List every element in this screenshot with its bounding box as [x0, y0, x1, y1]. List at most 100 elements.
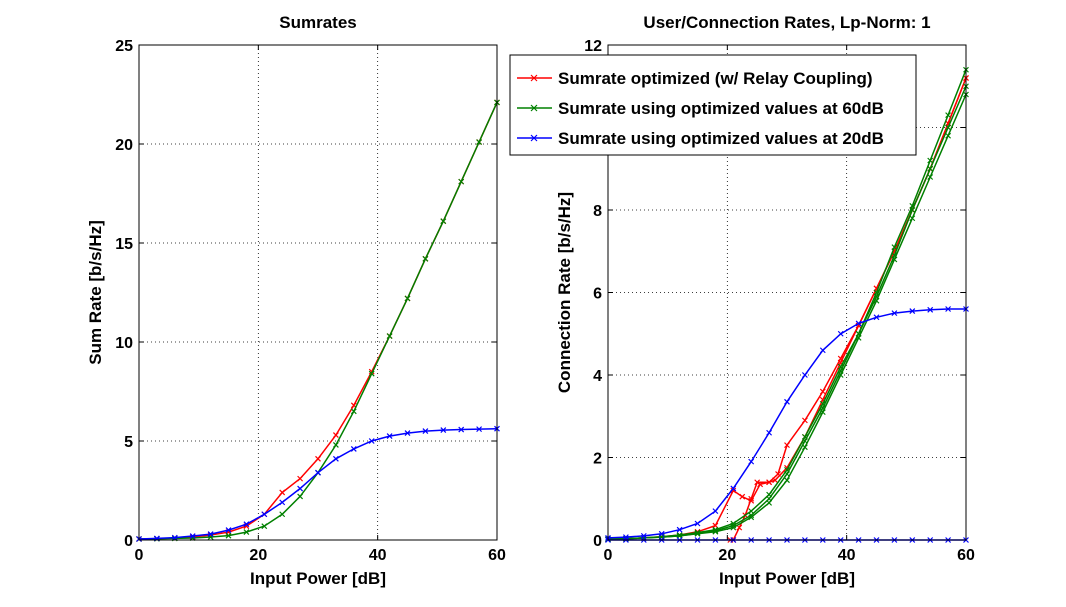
data-point: [748, 458, 755, 465]
data-point: [297, 475, 304, 482]
data-point: [712, 528, 719, 535]
legend-label: Sumrate using optimized values at 20dB: [558, 129, 884, 148]
data-point: [243, 529, 250, 536]
data-point: [748, 514, 755, 521]
x-tick-label: 40: [838, 547, 856, 564]
data-point: [855, 334, 862, 341]
x-tick-label: 60: [957, 547, 975, 564]
sumrates-plot: 0 20 40 60 0 5 10 15 20 25 Sumrates Input Power [dB…: [86, 13, 506, 588]
y-tick-label: 10: [115, 335, 133, 352]
y-tick-label: 20: [115, 137, 133, 154]
chart-title: Sumrates: [279, 13, 356, 32]
data-point: [739, 493, 746, 500]
data-point: [261, 511, 268, 518]
data-point: [927, 306, 934, 313]
data-point: [658, 530, 665, 537]
data-point: [730, 485, 737, 492]
y-tick-label: 6: [593, 286, 602, 303]
data-point: [350, 408, 357, 415]
data-point: [332, 432, 339, 438]
data-point: [476, 139, 483, 145]
data-point: [909, 207, 916, 213]
data-point: [694, 530, 701, 537]
data-point: [458, 178, 465, 185]
data-point: [754, 479, 761, 486]
y-tick-label: 4: [593, 368, 602, 385]
data-point: [945, 306, 952, 312]
data-point: [440, 427, 447, 434]
data-point: [766, 499, 773, 506]
data-point: [712, 508, 719, 515]
data-point: [676, 526, 683, 533]
y-tick-label: 25: [115, 38, 133, 55]
data-point: [440, 218, 447, 225]
data-point: [873, 297, 880, 304]
data-point: [819, 388, 826, 395]
data-point: [748, 495, 755, 502]
data-point: [171, 534, 178, 541]
data-point: [297, 485, 304, 492]
axes-frame: [138, 44, 498, 541]
data-point: [279, 489, 286, 496]
data-point: [819, 409, 826, 416]
y-axis-label: Sum Rate [b/s/Hz]: [86, 220, 105, 365]
data-point: [927, 174, 934, 180]
data-point: [837, 372, 844, 378]
data-point: [766, 429, 773, 436]
y-tick-label: 15: [115, 236, 133, 253]
data-point: [772, 477, 778, 484]
data-point: [873, 314, 880, 321]
x-tick-label: 40: [369, 547, 387, 564]
x-tick-label: 20: [249, 547, 267, 564]
data-point: [315, 469, 321, 476]
data-point: [261, 523, 268, 530]
data-point: [315, 455, 321, 462]
y-tick-label: 5: [124, 434, 133, 451]
data-point: [279, 499, 286, 506]
y-tick-label: 12: [584, 38, 602, 55]
data-point: [766, 479, 773, 486]
data-point: [243, 521, 250, 528]
data-point: [189, 533, 196, 539]
data-point: [945, 112, 952, 119]
data-point: [332, 455, 339, 462]
data-point: [819, 347, 826, 354]
data-point: [927, 157, 934, 164]
x-tick-label: 0: [604, 547, 613, 564]
legend-box: [509, 54, 917, 156]
y-tick-label: 0: [124, 533, 133, 550]
data-point: [801, 444, 808, 451]
data-point: [784, 398, 790, 405]
data-point: [730, 487, 737, 494]
data-point: [476, 426, 483, 433]
data-point: [404, 430, 411, 437]
data-point: [891, 244, 898, 251]
y-tick-label: 2: [593, 451, 602, 468]
data-point: [927, 165, 934, 172]
data-point: [837, 330, 844, 337]
data-point: [891, 256, 898, 263]
data-point: [730, 524, 737, 531]
x-tick-label: 0: [135, 547, 144, 564]
x-tick-label: 20: [718, 547, 736, 564]
data-point: [225, 532, 232, 539]
x-axis-label: Input Power [dB]: [250, 569, 386, 588]
data-point: [207, 531, 214, 537]
y-axis-label: Connection Rate [b/s/Hz]: [555, 192, 574, 393]
data-point: [891, 310, 898, 317]
data-point: [225, 527, 232, 534]
data-point: [855, 320, 862, 327]
data-point: [909, 308, 916, 314]
data-point: [694, 520, 701, 527]
data-point: [945, 124, 952, 131]
data-point: [279, 511, 286, 518]
data-point: [404, 295, 411, 302]
x-tick-label: 60: [488, 547, 506, 564]
data-point: [297, 493, 304, 500]
connection-rates-plot: 0204060024681012User/Connection Rates, L…: [509, 13, 975, 588]
chart-title: User/Connection Rates, Lp-Norm: 1: [643, 13, 930, 32]
data-point: [332, 442, 339, 448]
legend-label: Sumrate using optimized values at 60dB: [558, 99, 884, 118]
data-point: [801, 417, 808, 424]
